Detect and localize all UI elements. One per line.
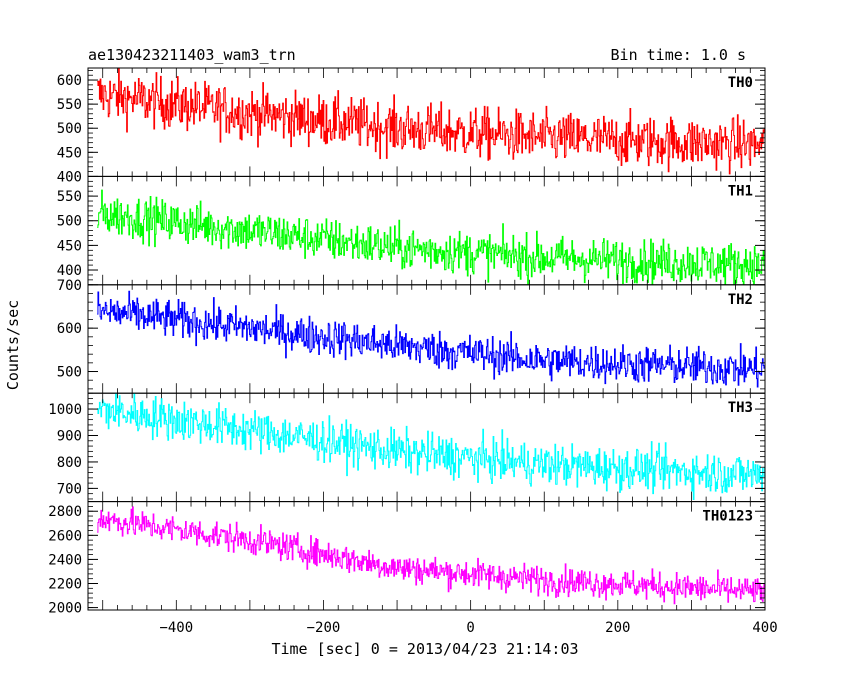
series-th1: [97, 189, 765, 285]
y-tick-label: 550: [57, 97, 82, 113]
y-tick-label: 2000: [48, 601, 82, 617]
x-tick-label: 400: [752, 620, 777, 636]
panel-label: TH3: [728, 400, 753, 416]
series-th3: [97, 393, 765, 501]
y-tick-label: 500: [57, 121, 82, 137]
y-tick-label: 2800: [48, 504, 82, 520]
y-tick-label: 450: [57, 145, 82, 161]
panel-th0: TH0 400 450 500 550 600: [57, 67, 766, 185]
x-tick-label: −400: [159, 620, 193, 636]
x-tick-label: 200: [605, 620, 630, 636]
y-tick-label: 600: [57, 73, 82, 89]
y-tick-label: 400: [57, 169, 82, 185]
series-th0123: [97, 506, 765, 605]
series-th0: [97, 68, 765, 175]
y-tick-label: 2400: [48, 552, 82, 568]
y-tick-label: 900: [57, 429, 82, 445]
y-tick-label: 500: [57, 214, 82, 230]
y-tick-label: 2600: [48, 528, 82, 544]
series-th2: [97, 290, 765, 388]
panel-th0123: TH0123 2000 2200 2400 2600 2800: [48, 501, 766, 617]
panel-label: TH2: [728, 292, 753, 308]
bin-time-label: Bin time: 1.0 s: [611, 46, 746, 64]
x-tick-label: −200: [307, 620, 341, 636]
y-tick-label: 700: [57, 278, 82, 294]
x-axis-label: Time [sec] 0 = 2013/04/23 21:14:03: [271, 640, 578, 658]
panel-label: TH0123: [702, 509, 753, 525]
chart-title: ae130423211403_wam3_trn: [88, 46, 296, 64]
y-tick-label: 600: [57, 321, 82, 337]
panels-group: TH0 400 450 500 550 600 TH1 400 450 500 550 TH2 500 6…: [48, 67, 766, 617]
y-tick-label: 1000: [48, 402, 82, 418]
panel-label: TH0: [728, 75, 753, 91]
panel-th2: TH2 500 600 700: [57, 278, 766, 394]
y-tick-label: 450: [57, 238, 82, 254]
panel-frame: [87, 284, 766, 394]
y-tick-label: 700: [57, 481, 82, 497]
panel-th3: TH3 700 800 900 1000: [48, 392, 766, 503]
x-tick-label: 0: [466, 620, 474, 636]
y-tick-label: 2200: [48, 577, 82, 593]
x-axis: −400 −200 0 200 400: [159, 620, 777, 636]
y-tick-label: 550: [57, 189, 82, 205]
y-axis-label: Counts/sec: [4, 300, 22, 390]
panel-th1: TH1 400 450 500 550: [57, 175, 766, 286]
y-tick-label: 400: [57, 263, 82, 279]
y-tick-label: 800: [57, 455, 82, 471]
panel-label: TH1: [728, 183, 753, 199]
y-tick-label: 500: [57, 365, 82, 381]
